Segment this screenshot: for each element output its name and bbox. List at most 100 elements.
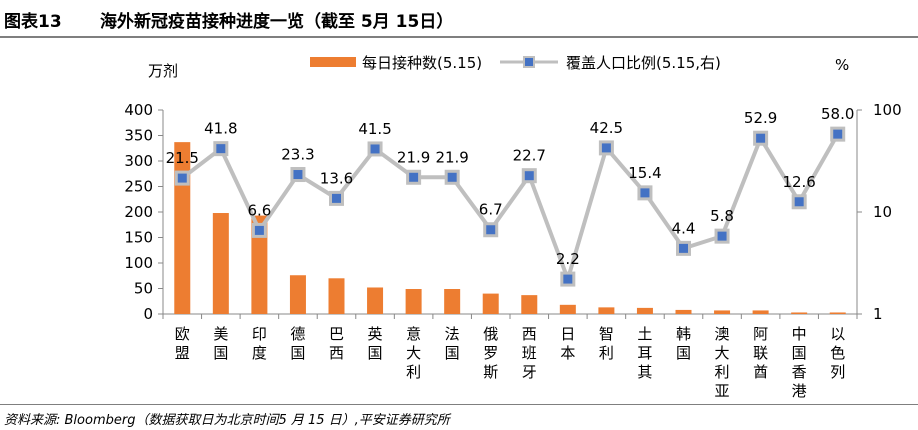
category-label: 意大利 — [406, 325, 421, 381]
coverage-data-label: 12.6 — [782, 173, 815, 191]
legend-line-label: 覆盖人口比例(5.15,右) — [566, 54, 721, 72]
bar — [829, 312, 846, 314]
bar — [714, 310, 731, 314]
bar — [636, 307, 653, 314]
coverage-marker — [329, 190, 344, 206]
coverage-marker — [174, 170, 190, 186]
coverage-marker — [444, 169, 460, 185]
left-tick-label: 350 — [124, 127, 153, 145]
coverage-data-label: 13.6 — [320, 169, 353, 187]
category-label: 智利 — [599, 325, 614, 362]
category-label: 印度 — [252, 325, 267, 362]
legend-bar-swatch — [310, 57, 356, 67]
bar — [289, 275, 306, 314]
legend: 每日接种数(5.15) 覆盖人口比例(5.15,右) — [310, 54, 721, 72]
left-tick-label: 300 — [124, 152, 153, 170]
bar — [482, 293, 499, 314]
coverage-marker — [406, 169, 422, 185]
coverage-marker — [483, 222, 499, 238]
category-label: 以色列 — [830, 325, 845, 381]
coverage-marker — [791, 194, 807, 210]
bar — [405, 289, 422, 314]
coverage-marker — [367, 141, 383, 157]
coverage-marker — [560, 271, 576, 287]
category-label: 日本 — [560, 325, 575, 362]
coverage-marker — [676, 240, 691, 256]
category-label: 阿联酋 — [753, 325, 768, 381]
left-tick-label: 0 — [143, 305, 153, 323]
legend-line-marker — [523, 56, 535, 68]
category-label: 韩国 — [676, 325, 691, 362]
coverage-marker — [830, 126, 846, 142]
coverage-data-label: 6.7 — [479, 201, 503, 219]
bar — [367, 287, 384, 314]
category-label: 中国香港 — [792, 325, 807, 400]
coverage-marker — [714, 228, 730, 244]
coverage-marker — [521, 168, 537, 184]
coverage-data-label: 52.9 — [744, 109, 777, 127]
right-tick-label: 100 — [873, 101, 902, 119]
left-tick-label: 100 — [124, 254, 153, 272]
plot-area: 0 50 100 150 200 250 300 350 400 1 10 100 欧盟美国印度德国巴西… — [124, 101, 901, 400]
vaccination-chart: 万剂 % 每日接种数(5.15) 覆盖人口比例(5.15,右) 05010015… — [124, 54, 901, 400]
category-label: 欧盟 — [175, 325, 190, 362]
coverage-data-label: 5.8 — [710, 207, 734, 225]
category-label: 法国 — [445, 325, 460, 362]
footer-rule — [0, 404, 918, 405]
left-tick-label: 150 — [124, 229, 153, 247]
coverage-line — [181, 133, 840, 282]
category-label: 俄罗斯 — [483, 325, 498, 381]
legend-bar-label: 每日接种数(5.15) — [362, 54, 482, 72]
figure-label: 图表13 — [4, 12, 62, 32]
coverage-data-label: 41.8 — [204, 120, 237, 138]
category-label: 英国 — [368, 325, 383, 362]
left-tick-label: 250 — [124, 178, 153, 196]
bar — [675, 309, 692, 314]
coverage-data-label: 23.3 — [281, 146, 314, 164]
right-axis-unit: % — [835, 56, 849, 74]
bar — [521, 295, 538, 314]
figure-header: 图表13 海外新冠疫苗接种进度一览（截至 5月 15日） — [0, 0, 918, 36]
coverage-data-label: 21.5 — [166, 149, 199, 167]
coverage-marker — [637, 185, 653, 201]
bar — [212, 213, 229, 314]
bar — [598, 307, 615, 314]
category-label: 美国 — [213, 325, 228, 362]
source-note: 资料来源: Bloomberg（数据获取日为北京时间5 月 15 日）,平安证券… — [4, 413, 450, 428]
bar — [791, 312, 808, 314]
bar — [174, 142, 191, 314]
coverage-data-label: 4.4 — [672, 219, 696, 237]
header-rule — [0, 36, 918, 38]
coverage-data-label: 58.0 — [821, 105, 854, 123]
category-label: 巴西 — [329, 325, 344, 362]
coverage-marker — [213, 141, 229, 157]
coverage-data-label: 22.7 — [513, 147, 546, 165]
bar — [328, 278, 345, 314]
coverage-data-label: 42.5 — [590, 119, 623, 137]
coverage-marker — [753, 130, 769, 146]
left-tick-label: 50 — [134, 280, 153, 298]
coverage-data-label: 2.2 — [556, 250, 580, 268]
left-tick-label: 400 — [124, 101, 153, 119]
coverage-data-label: 21.9 — [397, 148, 430, 166]
left-tick-label: 200 — [124, 203, 153, 221]
coverage-marker — [598, 140, 614, 156]
right-tick-label: 10 — [873, 203, 892, 221]
bar — [251, 215, 268, 314]
coverage-marker — [290, 167, 306, 183]
category-label: 澳大利亚 — [715, 325, 730, 400]
bar — [559, 304, 576, 314]
coverage-data-label: 6.6 — [247, 201, 271, 219]
bar — [752, 310, 769, 314]
right-tick-label: 1 — [873, 305, 883, 323]
category-label: 西班牙 — [522, 325, 537, 381]
coverage-marker — [251, 222, 267, 238]
left-axis-unit: 万剂 — [148, 62, 178, 80]
coverage-data-label: 15.4 — [628, 164, 661, 182]
coverage-data-label: 21.9 — [435, 148, 468, 166]
coverage-data-label: 41.5 — [358, 120, 391, 138]
bar — [444, 289, 461, 314]
figure-title: 海外新冠疫苗接种进度一览（截至 5月 15日） — [100, 12, 454, 32]
category-label: 德国 — [290, 325, 305, 362]
category-label: 土耳其 — [637, 325, 652, 381]
